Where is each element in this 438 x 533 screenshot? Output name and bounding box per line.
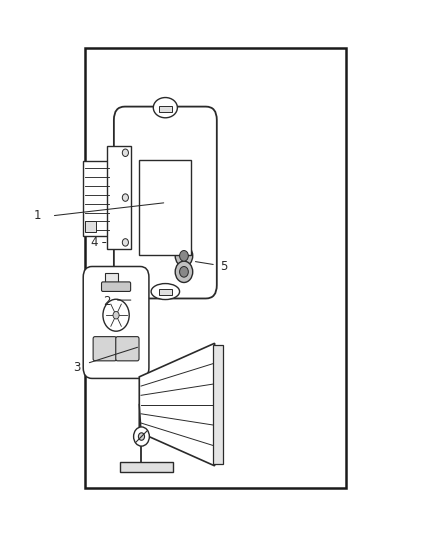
Text: 5: 5 (220, 260, 227, 273)
Text: 2: 2 (103, 295, 111, 308)
FancyBboxPatch shape (159, 289, 172, 295)
Bar (105, 273, 118, 282)
FancyBboxPatch shape (116, 337, 139, 361)
Circle shape (138, 433, 145, 440)
Circle shape (113, 311, 119, 319)
Text: 1: 1 (33, 209, 41, 222)
FancyBboxPatch shape (159, 106, 172, 112)
FancyBboxPatch shape (114, 107, 217, 298)
Circle shape (103, 299, 129, 331)
Circle shape (175, 261, 193, 282)
Circle shape (122, 194, 128, 201)
Bar (83, 161, 112, 236)
Text: 3: 3 (73, 361, 80, 374)
Bar (213, 345, 223, 464)
Ellipse shape (151, 284, 180, 300)
Circle shape (134, 427, 149, 446)
Bar (120, 462, 173, 472)
FancyBboxPatch shape (102, 282, 131, 292)
Circle shape (122, 149, 128, 157)
FancyBboxPatch shape (93, 337, 117, 361)
Ellipse shape (153, 98, 177, 118)
Text: 4: 4 (90, 236, 98, 249)
Circle shape (180, 266, 188, 277)
Polygon shape (139, 343, 215, 466)
Bar (139, 159, 191, 255)
Circle shape (175, 245, 193, 266)
Bar (107, 147, 131, 249)
Circle shape (180, 251, 188, 261)
Circle shape (122, 239, 128, 246)
FancyBboxPatch shape (83, 266, 149, 378)
Bar (85, 221, 96, 232)
Bar (85, 48, 346, 488)
